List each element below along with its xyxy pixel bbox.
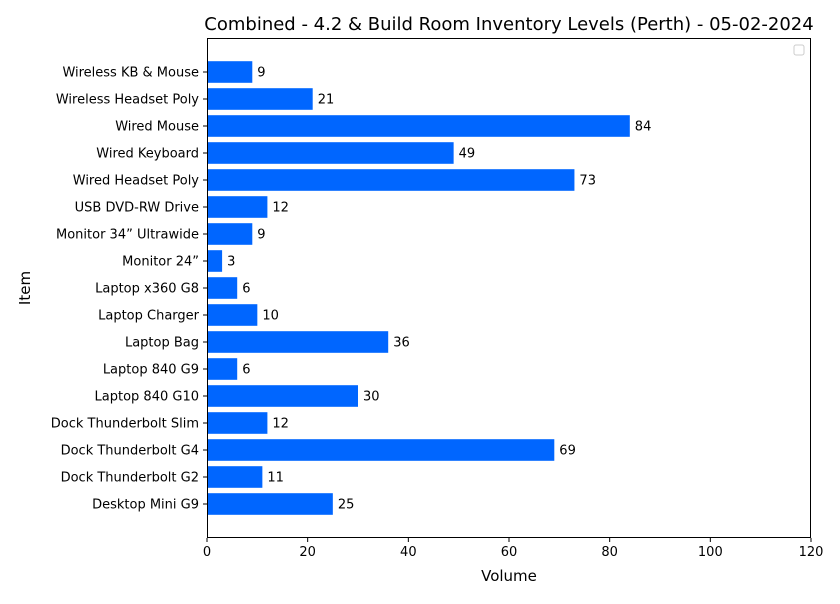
x-axis-label: Volume xyxy=(481,567,537,585)
bar-value-label: 9 xyxy=(257,228,265,243)
y-tick-label: Wireless KB & Mouse xyxy=(62,66,199,81)
y-axis-label: Item xyxy=(16,271,34,305)
bar-value-label: 12 xyxy=(272,201,289,216)
y-tick-label: Laptop Bag xyxy=(125,336,199,351)
bar xyxy=(207,277,238,299)
bar-value-label: 6 xyxy=(242,363,250,378)
bar-value-label: 73 xyxy=(579,174,596,189)
bar-value-label: 6 xyxy=(242,282,250,297)
y-tick-label: Laptop x360 G8 xyxy=(95,282,199,297)
bar xyxy=(207,250,223,272)
x-tick-label: 120 xyxy=(799,545,824,560)
bar xyxy=(207,169,575,191)
x-tick-label: 60 xyxy=(501,545,518,560)
x-tick-label: 40 xyxy=(400,545,417,560)
bar-value-label: 49 xyxy=(459,147,476,162)
bar-value-label: 21 xyxy=(318,93,335,108)
x-tick-label: 80 xyxy=(601,545,618,560)
y-tick-label: Dock Thunderbolt Slim xyxy=(51,417,199,432)
y-tick-label: Monitor 24” xyxy=(122,255,199,270)
bar-value-label: 30 xyxy=(363,390,380,405)
bar xyxy=(207,493,333,515)
bar xyxy=(207,88,313,110)
bar xyxy=(207,412,268,434)
bar xyxy=(207,61,253,83)
legend-box xyxy=(793,44,805,56)
bar xyxy=(207,196,268,218)
y-tick-label: Wired Headset Poly xyxy=(73,174,200,189)
chart-title: Combined - 4.2 & Build Room Inventory Le… xyxy=(204,14,813,35)
y-tick-label: USB DVD-RW Drive xyxy=(75,201,199,216)
bar xyxy=(207,466,263,488)
plot-frame xyxy=(207,38,811,538)
y-tick-label: Laptop 840 G10 xyxy=(95,390,199,405)
bar xyxy=(207,115,630,137)
bar-value-label: 25 xyxy=(338,498,355,513)
bar xyxy=(207,304,258,326)
bar xyxy=(207,358,238,380)
bar-value-label: 10 xyxy=(262,309,279,324)
bar xyxy=(207,439,555,461)
bar-value-label: 9 xyxy=(257,66,265,81)
bar-value-label: 3 xyxy=(227,255,235,270)
y-tick-label: Wired Mouse xyxy=(115,120,199,135)
y-ticks-layer: Desktop Mini G9 Dock Thunderbolt G2 Dock T… xyxy=(51,66,207,513)
bars-layer xyxy=(207,61,630,515)
bar-value-label: 69 xyxy=(559,444,576,459)
y-tick-label: Laptop 840 G9 xyxy=(103,363,199,378)
x-tick-label: 0 xyxy=(203,545,211,560)
y-tick-label: Desktop Mini G9 xyxy=(92,498,199,513)
bar-value-label: 11 xyxy=(267,471,284,486)
bar xyxy=(207,142,454,164)
bar-value-label: 84 xyxy=(635,120,652,135)
bar-value-label: 12 xyxy=(272,417,289,432)
x-ticks-layer: 0 20 40 60 80 100 120 xyxy=(203,538,824,560)
y-tick-label: Monitor 34” Ultrawide xyxy=(56,228,199,243)
bar xyxy=(207,385,358,407)
bar xyxy=(207,223,253,245)
bar xyxy=(207,331,389,353)
y-tick-label: Wired Keyboard xyxy=(96,147,199,162)
x-tick-label: 20 xyxy=(299,545,316,560)
y-tick-label: Laptop Charger xyxy=(98,309,200,324)
y-tick-label: Dock Thunderbolt G4 xyxy=(61,444,199,459)
bar-value-label: 36 xyxy=(393,336,410,351)
y-tick-label: Wireless Headset Poly xyxy=(56,93,199,108)
y-tick-label: Dock Thunderbolt G2 xyxy=(61,471,199,486)
x-tick-label: 100 xyxy=(698,545,723,560)
